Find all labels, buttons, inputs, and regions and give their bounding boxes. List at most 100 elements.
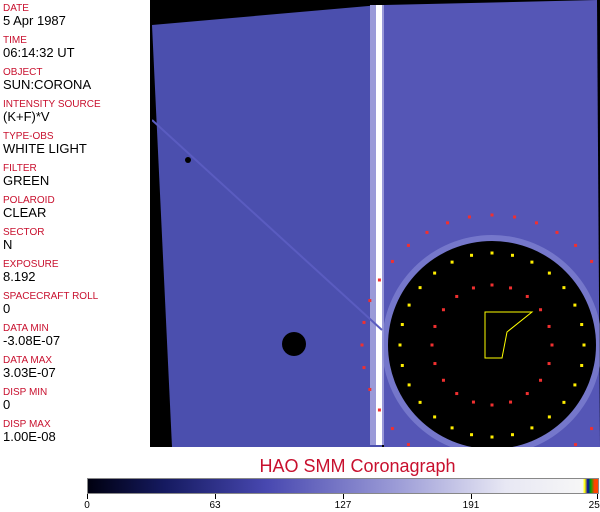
grid-dot (368, 387, 372, 391)
plot-title: HAO SMM Coronagraph (259, 456, 456, 476)
grid-dot (455, 294, 459, 298)
field-filter: FILTER GREEN (3, 164, 49, 188)
grid-dot (530, 426, 534, 430)
grid-dot (590, 259, 594, 263)
grid-dot (510, 253, 514, 257)
grid-dot (390, 259, 394, 263)
field-value: 0 (3, 301, 11, 316)
field-label: SECTOR (3, 227, 45, 238)
grid-dot (534, 221, 538, 225)
field-value: 06:14:32 UT (3, 45, 75, 60)
grid-dot (590, 427, 594, 431)
grid-dot (441, 378, 445, 382)
grid-dot (377, 278, 381, 282)
field-data-max: DATA MAX 3.03E-07 (3, 356, 56, 380)
grid-dot (433, 271, 437, 275)
grid-dot (446, 221, 450, 225)
colorbar-tick (215, 494, 216, 499)
field-object: OBJECT SUN:CORONA (3, 68, 91, 92)
colorbar-tick-label: 255 (588, 500, 600, 511)
colorbar-tick-label: 0 (84, 500, 90, 511)
grid-dot (470, 433, 474, 437)
colorbar (87, 478, 599, 494)
field-label: TIME (3, 35, 27, 46)
coronagraph-svg (152, 0, 600, 447)
field-time: TIME 06:14:32 UT (3, 36, 75, 60)
field-value: 5 Apr 1987 (3, 13, 66, 28)
grid-dot (525, 392, 529, 396)
field-value: GREEN (3, 173, 50, 188)
grid-dot (547, 415, 551, 419)
field-value: CLEAR (3, 205, 47, 220)
grid-dot (407, 383, 411, 387)
coronagraph-image (152, 0, 600, 447)
grid-dot (547, 324, 551, 328)
grid-dot (547, 271, 551, 275)
colorbar-tick (343, 494, 344, 499)
grid-dot (377, 408, 381, 412)
grid-dot (407, 303, 411, 307)
grid-dot (450, 426, 454, 430)
field-label: OBJECT (3, 67, 43, 78)
grid-dot (580, 363, 584, 367)
field-label: TYPE-OBS (3, 131, 54, 142)
field-label: EXPOSURE (3, 259, 59, 270)
grid-dot (471, 286, 475, 290)
grid-dot (490, 283, 494, 287)
grid-dot (418, 400, 422, 404)
sun-marker (484, 311, 534, 359)
grid-dot (360, 343, 364, 347)
grid-dot (362, 366, 366, 370)
grid-dot (441, 308, 445, 312)
grid-dot (362, 320, 366, 324)
grid-dot (455, 392, 459, 396)
field-label: DATE (3, 3, 29, 14)
grid-dot (490, 251, 494, 255)
grid-dot (513, 215, 517, 219)
grid-dot (580, 323, 584, 327)
field-label: SPACECRAFT ROLL (3, 291, 99, 302)
field-label: INTENSITY SOURCE (3, 99, 101, 110)
colorbar-tick-label: 191 (462, 500, 480, 511)
grid-dot (509, 286, 513, 290)
field-label: DISP MIN (3, 387, 48, 398)
grid-dot (406, 443, 410, 447)
field-spacecraft-roll: SPACECRAFT ROLL 0 (3, 292, 98, 316)
field-value: SUN:CORONA (3, 77, 92, 92)
grid-dot (425, 230, 429, 234)
field-value: 8.192 (3, 269, 36, 284)
grid-dot (574, 443, 578, 447)
grid-dot (547, 362, 551, 366)
field-value: 3.03E-07 (3, 365, 56, 380)
field-value: WHITE LIGHT (3, 141, 87, 156)
grid-dot (510, 433, 514, 437)
field-sector: SECTOR N (3, 228, 45, 252)
field-exposure: EXPOSURE 8.192 (3, 260, 59, 284)
grid-dot (470, 253, 474, 257)
grid-dot (368, 299, 372, 303)
grid-dot (490, 403, 494, 407)
grid-dot (574, 243, 578, 247)
colorbar-tick-label: 127 (334, 500, 352, 511)
grid-dot (400, 363, 404, 367)
grid-dot (400, 323, 404, 327)
field-intensity-source: INTENSITY SOURCE (K+F)*V (3, 100, 101, 124)
grid-dot (509, 400, 513, 404)
grid-dot (539, 308, 543, 312)
field-disp-max: DISP MAX 1.00E-08 (3, 420, 56, 444)
grid-dot (450, 260, 454, 264)
grid-dot (562, 400, 566, 404)
grid-dot (490, 435, 494, 439)
grid-dot (418, 286, 422, 290)
field-type-obs: TYPE-OBS WHITE LIGHT (3, 132, 87, 156)
colorbar-tick (597, 494, 598, 499)
grid-dot (525, 294, 529, 298)
grid-dot (530, 260, 534, 264)
field-value: (K+F)*V (3, 109, 50, 124)
grid-dot (539, 378, 543, 382)
grid-dot (555, 230, 559, 234)
grid-dot (433, 415, 437, 419)
field-date: DATE 5 Apr 1987 (3, 4, 66, 28)
grid-dot (430, 343, 434, 347)
field-disp-min: DISP MIN 0 (3, 388, 47, 412)
